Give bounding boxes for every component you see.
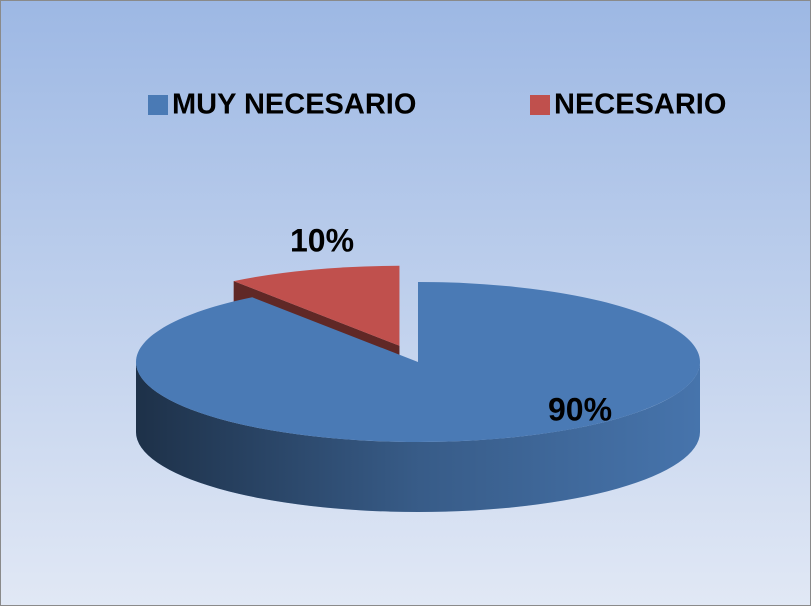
slice-top — [233, 265, 400, 346]
slice-top — [135, 282, 700, 442]
data-label: 90% — [548, 391, 612, 427]
slice — [135, 282, 700, 512]
slice-side-shade — [136, 362, 700, 512]
legend-swatch — [148, 95, 168, 115]
legend-label: NECESARIO — [554, 89, 726, 121]
legend-label: MUY NECESARIO — [172, 89, 416, 121]
data-label: 10% — [290, 222, 354, 258]
legend-swatch — [530, 95, 550, 115]
